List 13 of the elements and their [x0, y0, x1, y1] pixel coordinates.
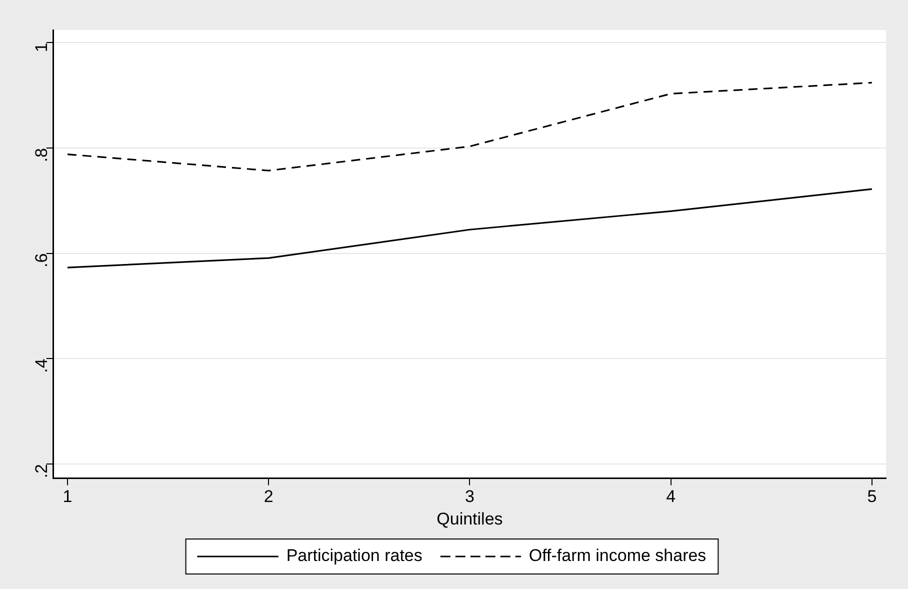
- x-tick-label: 1: [62, 487, 72, 506]
- x-tick-label: 3: [464, 487, 474, 506]
- x-tick-label: 4: [666, 487, 676, 506]
- x-axis-title: Quintiles: [436, 509, 503, 528]
- legend-label: Participation rates: [286, 546, 422, 566]
- y-tick-label: .2: [32, 464, 52, 478]
- x-tick-label: 2: [264, 487, 274, 506]
- x-tick-label: 5: [867, 487, 877, 506]
- y-tick-label: .4: [32, 358, 52, 373]
- y-tick-label: 1: [32, 42, 52, 52]
- y-tick-label: .6: [32, 253, 52, 268]
- y-tick-label: .8: [32, 148, 52, 162]
- legend-label: Off-farm income shares: [528, 546, 706, 566]
